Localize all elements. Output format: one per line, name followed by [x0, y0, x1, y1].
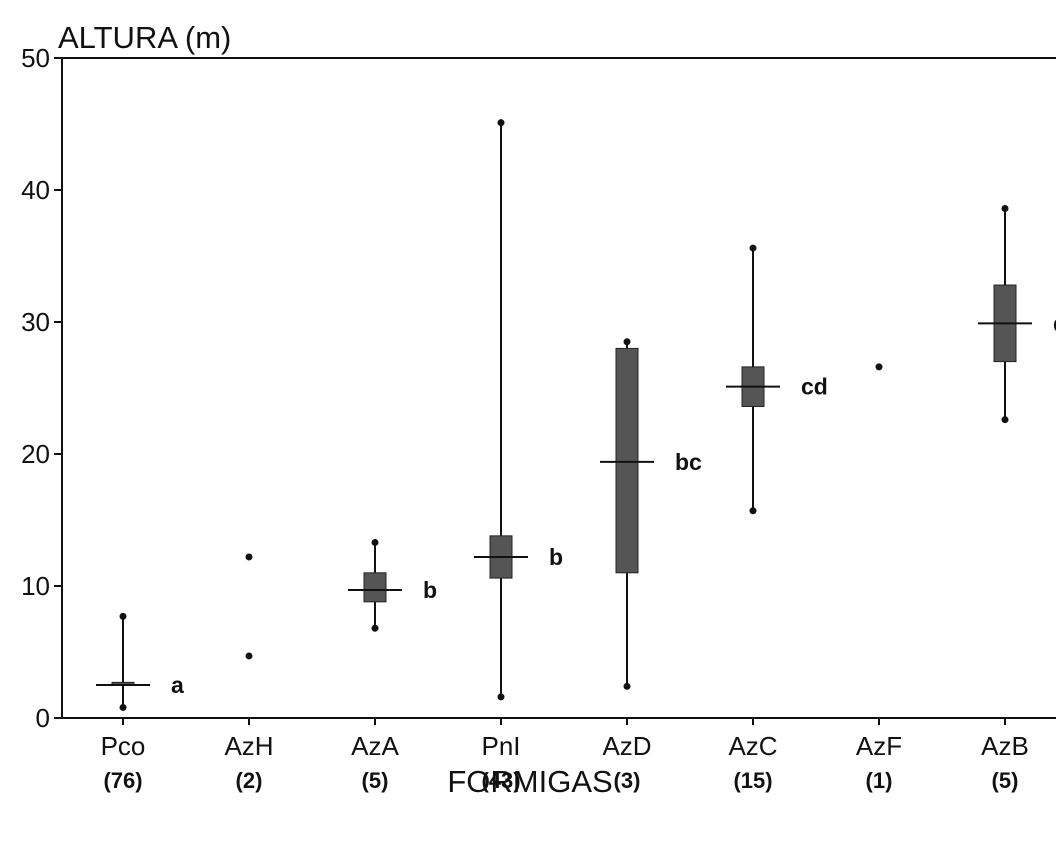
- category-label: AzH: [224, 731, 273, 761]
- y-tick-label: 10: [21, 571, 50, 601]
- y-tick-label: 50: [21, 43, 50, 73]
- min-point: [623, 682, 631, 690]
- iqr-box: [363, 572, 387, 603]
- sample-count-label: (5): [992, 768, 1019, 793]
- data-point: [245, 553, 253, 561]
- category-labels: Pco (76) a AzH (2) AzA (5) b PnI (43) b AzD (3) bc AzC…: [101, 310, 1056, 793]
- y-tick-label: 30: [21, 307, 50, 337]
- sample-count-label: (76): [103, 768, 142, 793]
- max-point: [623, 338, 631, 346]
- iqr-box: [615, 347, 639, 574]
- category-label: AzB: [981, 731, 1029, 761]
- max-point: [119, 612, 127, 620]
- group-letter-label: bc: [675, 449, 702, 475]
- max-point: [749, 244, 757, 252]
- sample-count-label: (2): [236, 768, 263, 793]
- min-point: [497, 693, 505, 701]
- group-letter-label: b: [423, 577, 437, 603]
- sample-count-label: (3): [614, 768, 641, 793]
- data-point: [875, 363, 883, 371]
- min-point: [119, 703, 127, 711]
- sample-count-label: (43): [481, 768, 520, 793]
- category-label: PnI: [481, 731, 520, 761]
- group-letter-label: cd: [801, 374, 828, 400]
- data-point: [245, 652, 253, 660]
- min-point: [1001, 416, 1009, 424]
- category-label: AzF: [856, 731, 902, 761]
- y-tick-label: 40: [21, 175, 50, 205]
- y-tick-label: 0: [36, 703, 50, 733]
- category-label: AzD: [602, 731, 651, 761]
- max-point: [497, 119, 505, 127]
- group-letter-label: b: [549, 544, 563, 570]
- category-label: Pco: [101, 731, 146, 761]
- max-point: [1001, 204, 1009, 212]
- max-point: [371, 538, 379, 546]
- sample-count-label: (1): [866, 768, 893, 793]
- group-letter-label: a: [171, 672, 184, 698]
- group-letter-label: d: [1053, 310, 1056, 336]
- y-axis-title: ALTURA (m): [58, 20, 231, 55]
- y-ticks: 0 10 20 30 40 50: [21, 43, 62, 733]
- x-axis-title: FORMIGAS: [447, 764, 612, 799]
- sample-count-label: (5): [362, 768, 389, 793]
- sample-count-label: (15): [733, 768, 772, 793]
- y-tick-label: 20: [21, 439, 50, 469]
- min-point: [371, 624, 379, 632]
- box-marks: [96, 119, 1032, 725]
- category-label: AzC: [728, 731, 777, 761]
- category-label: AzA: [351, 731, 399, 761]
- min-point: [749, 507, 757, 515]
